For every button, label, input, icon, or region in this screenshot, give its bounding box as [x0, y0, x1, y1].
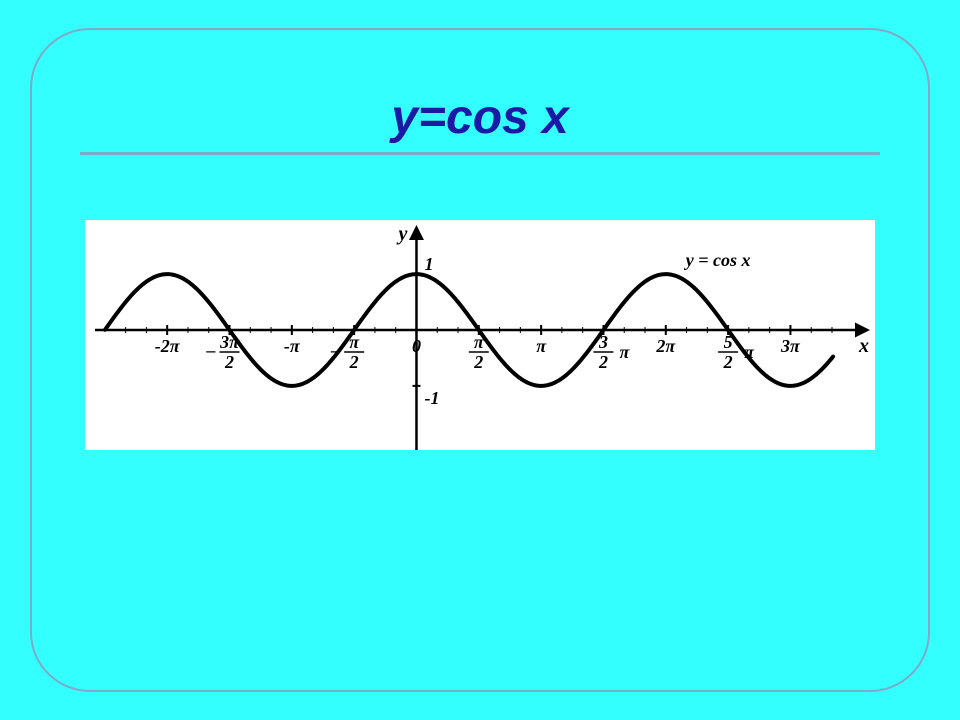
svg-text:3π: 3π — [780, 336, 801, 356]
svg-text:x: x — [858, 335, 869, 357]
svg-text:y: y — [396, 223, 407, 245]
svg-text:2: 2 — [473, 352, 483, 372]
cos-chart-panel: yx1-1-2π–3π2-π–π20π2π32π2π52π3πy = cos x — [85, 220, 875, 450]
svg-text:2π: 2π — [655, 336, 676, 356]
slide-title: y=cos x — [0, 90, 960, 145]
svg-text:π: π — [619, 342, 630, 362]
svg-text:1: 1 — [424, 254, 433, 274]
svg-text:π: π — [536, 336, 547, 356]
svg-text:-1: -1 — [424, 388, 439, 408]
svg-text:3π: 3π — [219, 332, 240, 352]
svg-text:π: π — [744, 342, 755, 362]
svg-text:–: – — [330, 340, 340, 360]
svg-text:5: 5 — [724, 332, 733, 352]
svg-text:0: 0 — [412, 336, 421, 356]
slide: y=cos x yx1-1-2π–3π2-π–π20π2π32π2π52π3πy… — [0, 0, 960, 720]
svg-text:π: π — [474, 332, 485, 352]
svg-text:3: 3 — [598, 332, 608, 352]
cos-chart-svg: yx1-1-2π–3π2-π–π20π2π32π2π52π3πy = cos x — [85, 220, 875, 450]
svg-text:π: π — [349, 332, 360, 352]
svg-text:y = cos x: y = cos x — [684, 250, 751, 270]
svg-text:–: – — [205, 340, 215, 360]
svg-text:2: 2 — [723, 352, 733, 372]
svg-text:2: 2 — [224, 352, 234, 372]
svg-text:-2π: -2π — [155, 336, 181, 356]
svg-text:-π: -π — [284, 336, 301, 356]
title-rule — [80, 152, 880, 155]
svg-text:2: 2 — [598, 352, 608, 372]
svg-text:2: 2 — [349, 352, 359, 372]
